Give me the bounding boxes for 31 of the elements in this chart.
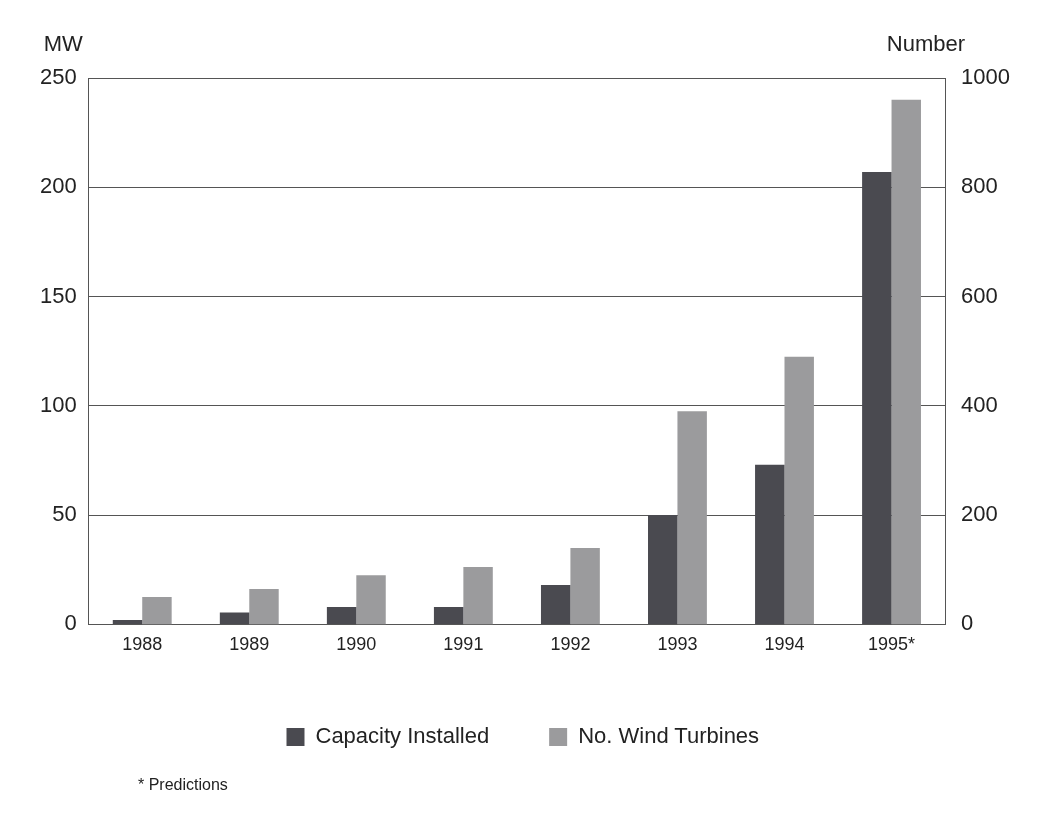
y2-tick-label: 400 (961, 391, 998, 417)
y-tick-label: 100 (39, 391, 77, 417)
bar (249, 588, 279, 625)
y2-tick-label: 800 (961, 173, 998, 199)
x-tick-label: 1994 (764, 634, 805, 655)
x-tick-label: 1988 (122, 634, 163, 655)
x-tick-label: 1993 (657, 634, 698, 655)
y-tick-label: 200 (39, 173, 77, 199)
text: * Predictions (138, 776, 229, 794)
y2-tick-label: 0 (961, 610, 974, 636)
bar (356, 575, 386, 625)
legend-label: No. Wind Turbines (578, 723, 760, 749)
y-tick-label: 50 (52, 501, 77, 527)
bar (142, 597, 172, 625)
bar (463, 567, 493, 625)
y-axis-title: MW (43, 31, 84, 57)
x-tick-label: 1989 (229, 634, 270, 655)
y2-tick-label: 1000 (961, 64, 1011, 90)
bar (433, 606, 464, 624)
y2-tick-label: 200 (961, 501, 998, 527)
x-tick-label: 1995* (868, 634, 916, 655)
y-tick-label: 150 (39, 282, 77, 308)
y-tick-label: 250 (39, 64, 77, 90)
y2-axis-title: Number (886, 31, 966, 57)
legend-label: Capacity Installed (315, 723, 490, 749)
y2-tick-label: 600 (961, 282, 998, 308)
x-tick-label: 1991 (443, 634, 484, 655)
y-tick-label: 0 (64, 610, 77, 636)
x-tick-label: 1992 (550, 634, 591, 655)
bar (112, 620, 143, 624)
x-tick-label: 1990 (336, 634, 377, 655)
